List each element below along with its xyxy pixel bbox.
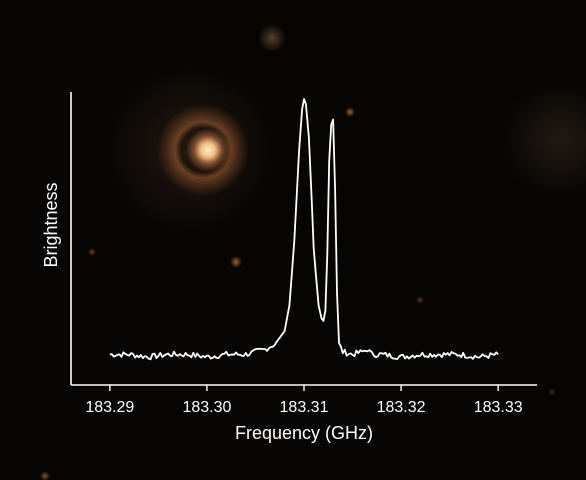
x-tick-label: 183.33: [474, 399, 523, 416]
spectrum-line: [109, 98, 499, 361]
x-tick-label: 183.32: [377, 399, 426, 416]
x-tick-group: 183.29 183.30 183.31 183.32 183.33: [85, 385, 523, 416]
y-axis-label: Brightness: [41, 182, 61, 267]
x-axis-label: Frequency (GHz): [235, 423, 373, 443]
x-tick-label: 183.29: [85, 399, 134, 416]
x-tick-label: 183.31: [280, 399, 329, 416]
x-tick-label: 183.30: [182, 399, 231, 416]
